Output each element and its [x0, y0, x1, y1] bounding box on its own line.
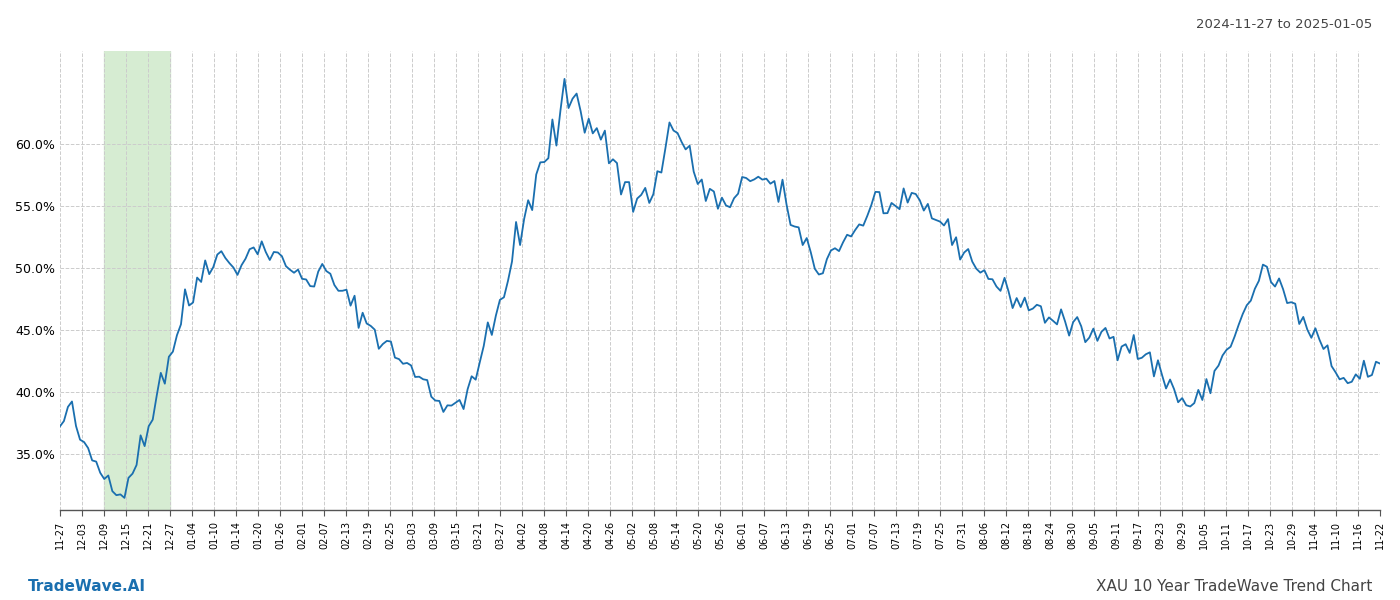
Text: 2024-11-27 to 2025-01-05: 2024-11-27 to 2025-01-05	[1196, 18, 1372, 31]
Bar	[104, 51, 169, 510]
Text: XAU 10 Year TradeWave Trend Chart: XAU 10 Year TradeWave Trend Chart	[1096, 579, 1372, 594]
Text: TradeWave.AI: TradeWave.AI	[28, 579, 146, 594]
